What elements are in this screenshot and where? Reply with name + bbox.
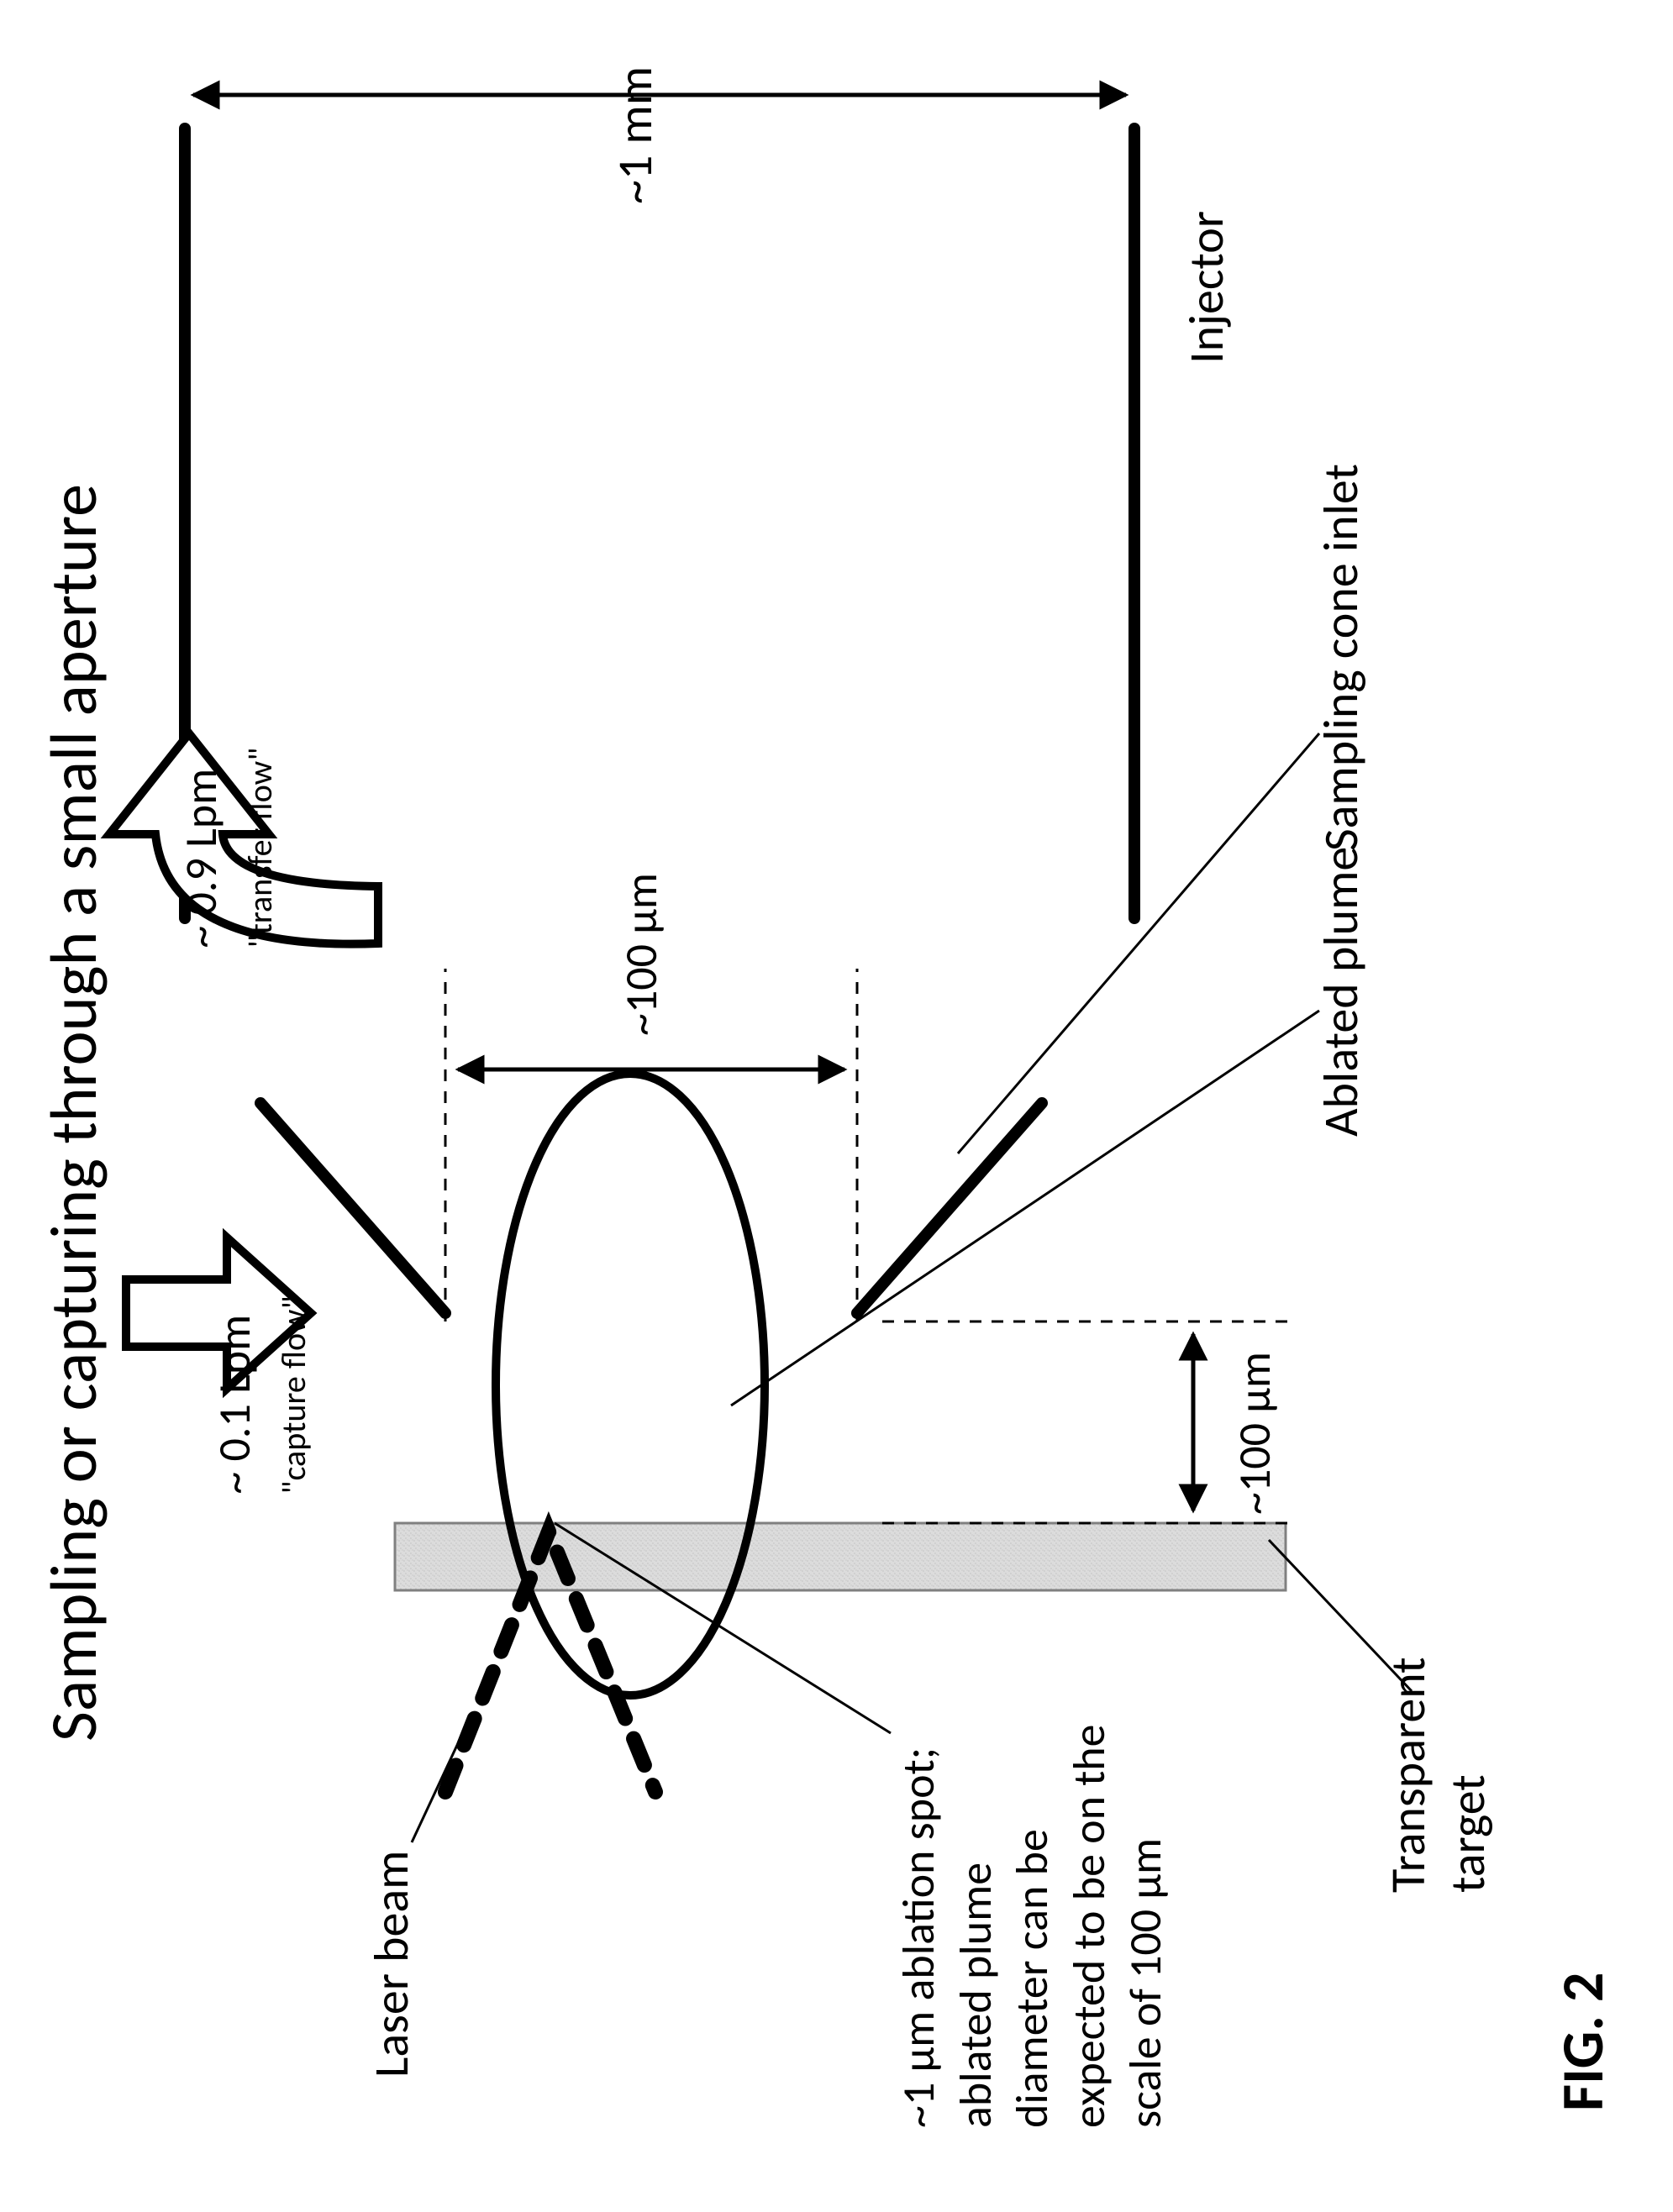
transfer-flow-value: ~ 0.9 Lpm — [173, 769, 229, 948]
injector-dim-label: ~1 mm — [605, 66, 665, 204]
cone-dim-label: ~100 µm — [613, 873, 669, 1036]
leader-laser-beam — [412, 1716, 471, 1842]
capture-flow-value: ~ 0.1 Lpm — [207, 1315, 262, 1495]
laser-beam-label: Laser beam — [361, 1851, 421, 2078]
capture-flow-label: ~ 0.1 Lpm "capture flow" — [151, 1295, 318, 1515]
cone-top-line — [260, 1103, 445, 1313]
transparent-target-label: Transparent target — [1378, 1657, 1497, 1893]
diagram-title: Sampling or capturing through a small ap… — [34, 484, 113, 1742]
ablated-plume-ellipse — [496, 1074, 765, 1695]
cone-bottom-line — [857, 1103, 1042, 1313]
ablated-plume-label: Ablated plume — [1311, 847, 1370, 1137]
figure-label: FIG. 2 — [1546, 1973, 1618, 2111]
transfer-flow-name: "transfer flow" — [239, 748, 281, 948]
sampling-cone-label: Sampling cone inlet — [1311, 464, 1370, 851]
capture-flow-name: "capture flow" — [273, 1295, 314, 1494]
ablation-note-label: ~1 µm ablation spot; ablated plume diame… — [891, 1724, 1175, 2128]
injector-label: Injector — [1176, 211, 1236, 364]
gap-dim-label: ~100 µm — [1227, 1352, 1282, 1515]
transfer-flow-label: ~ 0.9 Lpm "transfer flow" — [118, 748, 284, 969]
